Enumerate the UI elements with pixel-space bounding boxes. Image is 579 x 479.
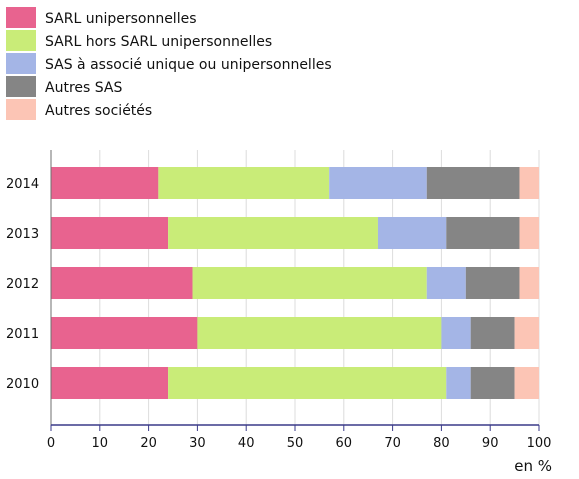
x-axis-label: en %: [514, 457, 552, 475]
bar-segment: [168, 367, 447, 399]
bar-segment: [51, 317, 198, 349]
bar-segment: [519, 217, 539, 249]
x-tick-label: 10: [92, 436, 109, 451]
bar-segment: [465, 267, 520, 299]
legend-swatch: [6, 76, 36, 97]
legend: SARL unipersonnelles SARL hors SARL unipe…: [6, 7, 332, 120]
bar-segment: [519, 267, 539, 299]
legend-swatch: [6, 30, 36, 51]
bar-segment: [329, 167, 427, 199]
legend-label: SARL hors SARL unipersonnelles: [45, 34, 272, 50]
x-tick-label: 0: [47, 436, 55, 451]
legend-swatch: [6, 53, 36, 74]
category-label: 2013: [6, 227, 39, 242]
bar-segment: [446, 367, 471, 399]
x-tick-label: 80: [433, 436, 450, 451]
x-tick-label: 30: [189, 436, 206, 451]
category-label: 2010: [6, 377, 39, 392]
bars: [51, 167, 539, 399]
bar-segment: [514, 367, 539, 399]
legend-swatch: [6, 7, 36, 28]
legend-label: Autres sociétés: [45, 103, 152, 119]
tick-labels: 0 10 20 30 40 50 60 70 80 90 100: [47, 436, 552, 451]
bar-segment: [426, 267, 466, 299]
bar-segment: [51, 367, 169, 399]
bar-segment: [441, 317, 471, 349]
legend-label: SARL unipersonnelles: [45, 11, 197, 27]
bar-segment: [426, 167, 520, 199]
x-tick-label: 60: [336, 436, 353, 451]
x-tick-label: 50: [287, 436, 304, 451]
category-label: 2012: [6, 277, 39, 292]
axes: [50, 150, 540, 431]
bar-segment: [519, 167, 539, 199]
x-tick-label: 70: [384, 436, 401, 451]
category-label: 2011: [6, 327, 39, 342]
bar-segment: [51, 267, 193, 299]
bar-segment: [192, 267, 427, 299]
x-tick-label: 100: [527, 436, 552, 451]
bar-segment: [197, 317, 442, 349]
bar-segment: [158, 167, 330, 199]
bar-segment: [446, 217, 520, 249]
bar-segment: [168, 217, 378, 249]
x-tick-label: 90: [482, 436, 499, 451]
bar-segment: [51, 167, 159, 199]
category-label: 2014: [6, 177, 39, 192]
legend-label: SAS à associé unique ou unipersonnelles: [45, 57, 332, 73]
bar-segment: [470, 317, 515, 349]
x-tick-label: 20: [140, 436, 157, 451]
bar-segment: [51, 217, 169, 249]
legend-swatch: [6, 99, 36, 120]
category-labels: 2014 2013 2012 2011 2010: [6, 177, 39, 392]
bar-segment: [514, 317, 539, 349]
bar-segment: [470, 367, 515, 399]
bar-segment: [377, 217, 447, 249]
x-tick-label: 40: [238, 436, 255, 451]
legend-label: Autres SAS: [45, 80, 122, 96]
